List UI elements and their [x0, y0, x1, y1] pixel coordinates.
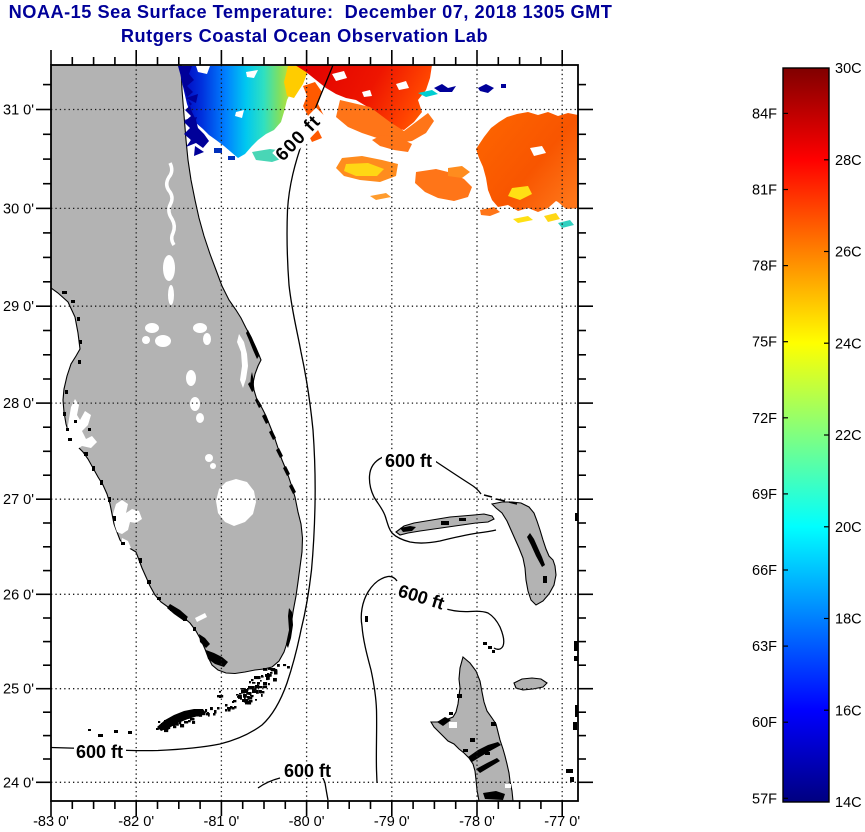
- svg-text:28C: 28C: [835, 153, 862, 169]
- svg-text:26C: 26C: [835, 245, 862, 261]
- svg-text:600 ft: 600 ft: [76, 742, 123, 762]
- svg-text:20C: 20C: [835, 520, 862, 536]
- svg-text:30C: 30C: [835, 61, 862, 77]
- svg-text:16C: 16C: [835, 703, 862, 719]
- svg-text:78F: 78F: [752, 259, 777, 275]
- svg-text:60F: 60F: [752, 715, 777, 731]
- svg-text:600 ft: 600 ft: [284, 761, 331, 781]
- svg-text:25 0': 25 0': [3, 682, 34, 698]
- svg-text:18C: 18C: [835, 612, 862, 628]
- svg-text:600 ft: 600 ft: [396, 581, 447, 614]
- svg-text:-83 0': -83 0': [33, 814, 69, 830]
- svg-text:-79 0': -79 0': [374, 814, 410, 830]
- svg-text:-80 0': -80 0': [289, 814, 325, 830]
- svg-text:24C: 24C: [835, 336, 862, 352]
- svg-text:31 0': 31 0': [3, 103, 34, 119]
- svg-text:57F: 57F: [752, 791, 777, 807]
- svg-text:24 0': 24 0': [3, 775, 34, 791]
- svg-text:-78 0': -78 0': [459, 814, 495, 830]
- svg-text:29 0': 29 0': [3, 299, 34, 315]
- svg-text:22C: 22C: [835, 428, 862, 444]
- svg-text:-82 0': -82 0': [118, 814, 154, 830]
- svg-text:72F: 72F: [752, 411, 777, 427]
- svg-text:75F: 75F: [752, 335, 777, 351]
- svg-text:81F: 81F: [752, 183, 777, 199]
- svg-text:28 0': 28 0': [3, 396, 34, 412]
- svg-text:66F: 66F: [752, 563, 777, 579]
- svg-text:-81 0': -81 0': [203, 814, 239, 830]
- svg-text:-77 0': -77 0': [544, 814, 580, 830]
- svg-text:30 0': 30 0': [3, 201, 34, 217]
- svg-text:26 0': 26 0': [3, 587, 34, 603]
- svg-text:600 ft: 600 ft: [385, 451, 432, 471]
- svg-text:69F: 69F: [752, 487, 777, 503]
- svg-text:84F: 84F: [752, 106, 777, 122]
- svg-text:14C: 14C: [835, 795, 862, 811]
- svg-text:27 0': 27 0': [3, 492, 34, 508]
- svg-text:63F: 63F: [752, 639, 777, 655]
